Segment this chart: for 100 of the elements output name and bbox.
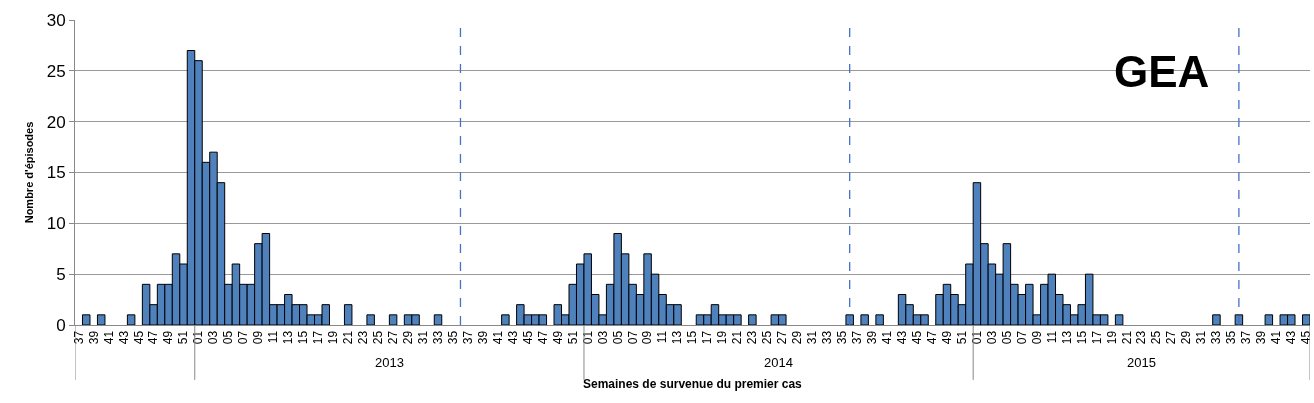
x-tick-label: 15 [296,330,311,345]
x-tick-label: 07 [625,330,640,345]
bar [366,314,375,325]
y-tick-label: 15 [46,163,66,183]
x-tick-label: 49 [550,330,565,345]
x-tick-label: 47 [535,330,550,345]
bar [126,314,136,325]
x-tick-label: 29 [790,330,805,345]
x-tick-label: 01 [969,330,984,345]
x-tick-label: 05 [999,330,1014,345]
x-tick-label: 03 [206,330,221,345]
x-tick-label: 19 [1104,330,1119,345]
x-tick-label: 31 [1194,330,1209,345]
x-tick-label: 17 [1089,330,1104,345]
bar [501,314,510,325]
x-tick-label: 15 [685,330,700,345]
x-tick-label: 33 [430,330,445,345]
x-tick-label: 37 [460,330,475,345]
x-tick-label: 13 [670,330,685,345]
x-tick-label: 01 [580,330,595,345]
x-tick-label: 51 [176,330,191,345]
x-tick-label: 35 [1224,330,1239,345]
x-tick-label: 25 [760,330,775,345]
x-tick-label: 47 [924,330,939,345]
y-tick-label: 10 [46,214,66,234]
bar [875,314,884,325]
x-tick-label: 29 [400,330,415,345]
x-tick-label: 17 [700,330,715,345]
x-tick-label: 35 [445,330,460,345]
x-tick-label: 11 [1044,330,1059,344]
x-tick-label: 43 [116,330,131,345]
x-tick-label: 39 [475,330,490,345]
bar [860,314,869,325]
bar [748,314,757,325]
bar [1302,314,1310,325]
x-tick-label: 39 [1254,330,1269,345]
x-tick-label: 17 [311,330,326,345]
x-tick-label: 05 [221,330,236,345]
x-tick-label: 03 [595,330,610,345]
x-tick-label: 25 [371,330,386,345]
x-tick-label: 45 [1299,330,1314,345]
x-tick-label: 47 [146,330,161,345]
x-tick-label: 23 [745,330,760,345]
x-tick-label: 37 [1239,330,1254,345]
y-tick-label: 0 [56,315,66,335]
x-tick-label: 19 [326,330,341,345]
text: 2014 [764,355,793,370]
x-tick-label: 37 [71,330,86,345]
x-tick-label: 09 [251,330,266,345]
y-tick-label: 25 [46,61,66,81]
x-tick-label: 23 [1134,330,1149,345]
x-tick-label: 21 [341,330,356,345]
bar [96,314,106,325]
y-axis-title: Nombre d'épisodes [23,121,36,224]
bar [343,304,353,325]
x-tick-label: 07 [1014,330,1029,345]
x-tick-label: 19 [715,330,730,345]
x-tick-label: 15 [1074,330,1089,345]
x-tick-label: 25 [1149,330,1164,345]
x-tick-label: 27 [386,330,401,345]
x-tick-label: 09 [640,330,655,345]
bar [388,314,398,325]
x-axis-title: Semaines de survenue du premier cas [583,377,803,391]
x-tick-label: 13 [281,330,296,345]
x-tick-label: 43 [894,330,909,345]
x-tick-label: 45 [520,330,535,345]
x-tick-label: 33 [1209,330,1224,345]
x-tick-label: 41 [1269,330,1284,345]
x-tick-label: 31 [805,330,820,345]
x-tick-label: 39 [86,330,101,345]
x-tick-label: 11 [655,330,670,344]
x-tick-label: 23 [356,330,371,345]
x-tick-label: 45 [131,330,146,345]
x-tick-label: 01 [191,330,206,345]
x-tick-label: 39 [865,330,880,345]
x-tick-label: 43 [1284,330,1299,345]
text: GEA [1114,47,1210,96]
x-tick-label: 41 [490,330,505,345]
bar [1264,314,1274,325]
bar [433,314,443,325]
x-tick-label: 03 [984,330,999,345]
x-tick-label: 29 [1179,330,1194,345]
x-tick-label: 43 [505,330,520,345]
x-tick-label: 41 [880,330,895,345]
bar [1212,314,1221,325]
x-tick-label: 27 [775,330,790,345]
x-tick-label: 45 [909,330,924,345]
y-tick-label: 20 [46,112,66,132]
x-tick-label: 27 [1164,330,1179,345]
text: 2013 [375,355,404,370]
x-tick-label: 21 [1119,330,1134,345]
x-tick-label: 05 [610,330,625,345]
x-tick-label: 49 [161,330,176,345]
bar [81,314,91,325]
x-tick-label: 31 [415,330,430,345]
y-tick-label: 5 [56,265,66,285]
bar [1114,314,1124,325]
x-tick-label: 35 [835,330,850,345]
y-tick-label: 30 [46,10,66,30]
x-tick-label: 41 [101,330,116,345]
